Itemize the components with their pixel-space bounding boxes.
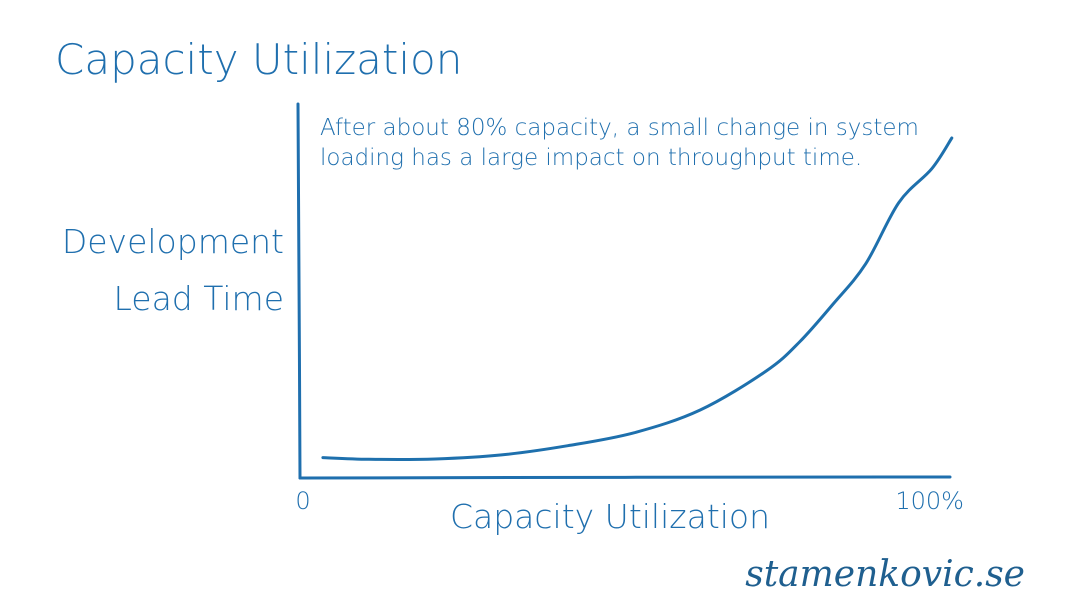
y-axis-label-line-2: Lead Time [113,279,284,318]
y-axis [296,102,302,480]
watermark: stamenkovic.se [745,554,1025,595]
x-tick-label-end: 100% [895,487,964,515]
x-axis-label: Capacity Utilization [450,497,770,536]
curve-line [321,136,954,461]
annotation-line-1: After about 80% capacity, a small change… [320,115,919,141]
x-axis [298,475,952,480]
annotation-line-2: loading has a large impact on throughput… [320,145,862,171]
chart-title: Capacity Utilization [55,35,462,84]
y-axis-label-line-1: Development [62,222,284,261]
x-tick-label-start: 0 [295,487,310,515]
